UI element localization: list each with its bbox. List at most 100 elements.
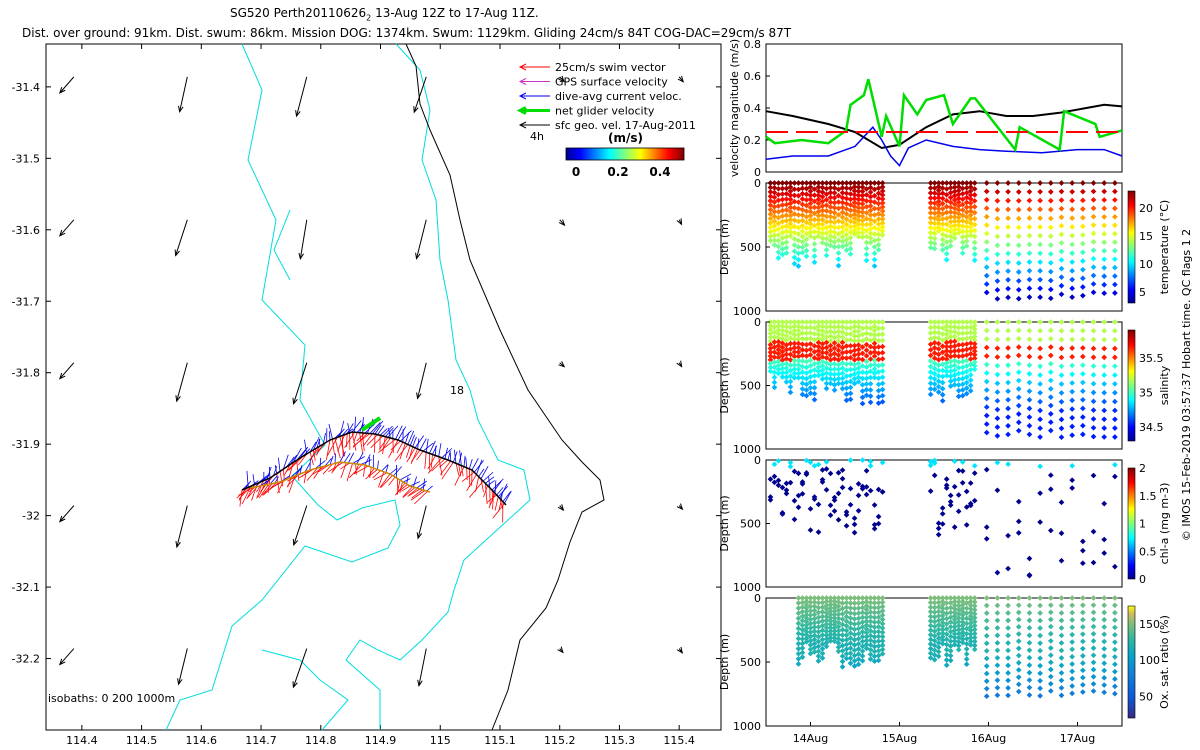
- scatter-point: [1015, 518, 1022, 525]
- track-vector: [424, 452, 427, 469]
- scatter-point: [967, 382, 974, 389]
- geo-velocity-arrow: [416, 219, 427, 259]
- scatter-point: [947, 624, 954, 630]
- scatter-point: [963, 610, 970, 617]
- scatter-point: [1026, 572, 1033, 578]
- scatter-point: [819, 622, 826, 629]
- scatter-point: [951, 226, 958, 233]
- scatter-point: [1101, 389, 1108, 396]
- scatter-point: [1015, 595, 1022, 601]
- scatter-point: [959, 185, 966, 192]
- scatter-point: [1090, 424, 1097, 431]
- scatter-point: [811, 210, 818, 217]
- scatter-point: [879, 651, 886, 657]
- scatter-point: [875, 604, 882, 611]
- scatter-point: [983, 663, 990, 669]
- scatter-point: [863, 245, 870, 252]
- scatter-point: [827, 352, 834, 358]
- scatter-point: [931, 235, 938, 242]
- y-tick-label: -31.4: [12, 81, 40, 94]
- scatter-point: [1112, 354, 1118, 361]
- scatter-point: [867, 623, 874, 630]
- scatter-point: [1080, 538, 1086, 545]
- scatter-point: [795, 250, 802, 257]
- scatter-point: [955, 393, 962, 400]
- scatter-point: [994, 415, 1001, 422]
- scatter-point: [943, 186, 950, 192]
- scatter-point: [843, 331, 850, 337]
- scatter-point: [1112, 473, 1118, 480]
- scatter-point: [1080, 327, 1086, 334]
- scatter-point: [983, 387, 990, 393]
- scatter-point: [815, 348, 822, 354]
- track-vector: [397, 426, 407, 441]
- scatter-point: [783, 337, 790, 344]
- scatter-point: [1047, 394, 1054, 400]
- scatter-point: [835, 180, 842, 186]
- track-vector: [468, 459, 473, 470]
- scatter-point: [1080, 249, 1086, 256]
- scatter-point: [963, 595, 970, 601]
- scatter-point: [955, 623, 962, 629]
- legend-head-net: [516, 106, 527, 115]
- scatter-point: [807, 608, 814, 614]
- track-vector: [439, 460, 451, 476]
- scatter-point: [1058, 632, 1065, 639]
- scatter-point: [951, 188, 958, 195]
- scatter-point: [811, 325, 818, 331]
- scatter-point: [871, 629, 878, 635]
- scatter-point: [1058, 319, 1065, 325]
- scatter-point: [871, 614, 878, 621]
- scatter-point: [1037, 328, 1043, 334]
- scatter-point: [831, 194, 838, 201]
- scatter-point: [855, 600, 862, 606]
- scatter-point: [783, 369, 790, 376]
- scatter-point: [939, 319, 946, 325]
- scatter-point: [947, 348, 954, 355]
- scatter-point: [771, 461, 778, 468]
- scatter-point: [943, 203, 950, 210]
- scatter-point: [803, 392, 810, 399]
- scatter-point: [871, 237, 878, 244]
- scatter-point: [879, 208, 886, 214]
- scatter-point: [1005, 353, 1011, 360]
- scatter-point: [835, 603, 842, 610]
- scatter-point: [927, 599, 934, 606]
- scatter-point: [971, 337, 978, 344]
- scatter-point: [1080, 616, 1086, 623]
- scatter-point: [807, 625, 814, 631]
- scatter-point: [875, 195, 882, 202]
- scatter-point: [847, 245, 854, 252]
- scatter-point: [843, 367, 850, 373]
- track-vector: [269, 475, 278, 485]
- scatter-point: [1080, 292, 1086, 299]
- track-vector: [238, 485, 252, 500]
- scatter-point: [855, 661, 862, 668]
- scatter-point: [1090, 433, 1097, 440]
- scatter-point: [1037, 434, 1043, 440]
- scatter-point: [819, 345, 826, 352]
- colorbar-label: temperature (°C): [1158, 200, 1171, 294]
- four-h-label: 4h: [530, 130, 544, 143]
- scatter-point: [815, 648, 822, 655]
- scatter-point: [1005, 431, 1011, 438]
- scatter-point: [1090, 289, 1097, 296]
- scatter-point: [855, 192, 862, 199]
- date-tick-label: 15Aug: [882, 732, 917, 745]
- scatter-point: [859, 628, 866, 635]
- scatter-point: [959, 392, 966, 399]
- geo-velocity-arrow: [293, 362, 308, 404]
- track-vector: [246, 470, 249, 488]
- scatter-point: [795, 470, 802, 477]
- scatter-point: [1015, 667, 1022, 673]
- scatter-point: [815, 319, 822, 325]
- scatter-point: [799, 645, 806, 651]
- scatter-point: [955, 467, 962, 474]
- scatter-point: [875, 381, 882, 388]
- scatter-point: [955, 195, 962, 202]
- scatter-point: [1069, 232, 1075, 239]
- scatter-point: [871, 658, 878, 665]
- track-vector: [500, 491, 503, 501]
- scatter-point: [983, 213, 990, 220]
- scatter-point: [1069, 388, 1075, 395]
